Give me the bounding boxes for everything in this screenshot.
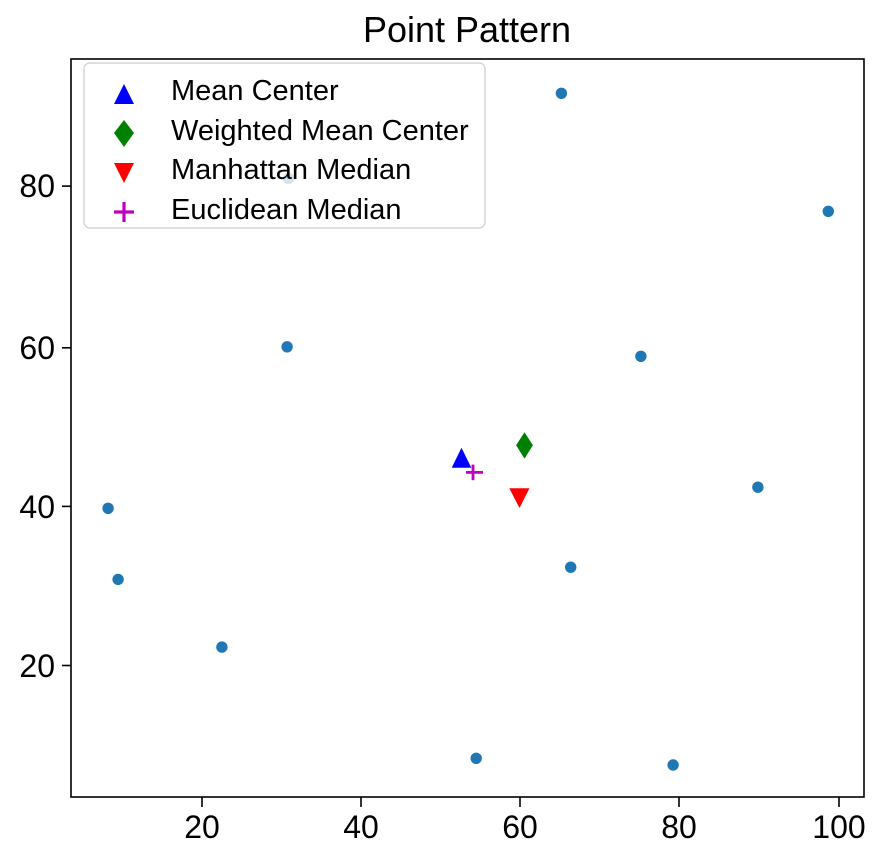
- svg-text:20: 20: [19, 648, 55, 684]
- svg-text:40: 40: [343, 809, 379, 845]
- svg-text:Manhattan Median: Manhattan Median: [171, 154, 411, 186]
- svg-text:Point Pattern: Point Pattern: [363, 9, 571, 50]
- svg-text:Euclidean Median: Euclidean Median: [171, 194, 402, 226]
- svg-text:60: 60: [19, 330, 55, 366]
- svg-text:80: 80: [661, 809, 697, 845]
- svg-text:Weighted Mean Center: Weighted Mean Center: [171, 115, 469, 147]
- svg-text:Mean Center: Mean Center: [171, 75, 339, 107]
- svg-text:20: 20: [184, 809, 220, 845]
- svg-text:80: 80: [19, 168, 55, 204]
- svg-text:100: 100: [812, 809, 865, 845]
- svg-text:40: 40: [19, 489, 55, 525]
- svg-text:60: 60: [502, 809, 538, 845]
